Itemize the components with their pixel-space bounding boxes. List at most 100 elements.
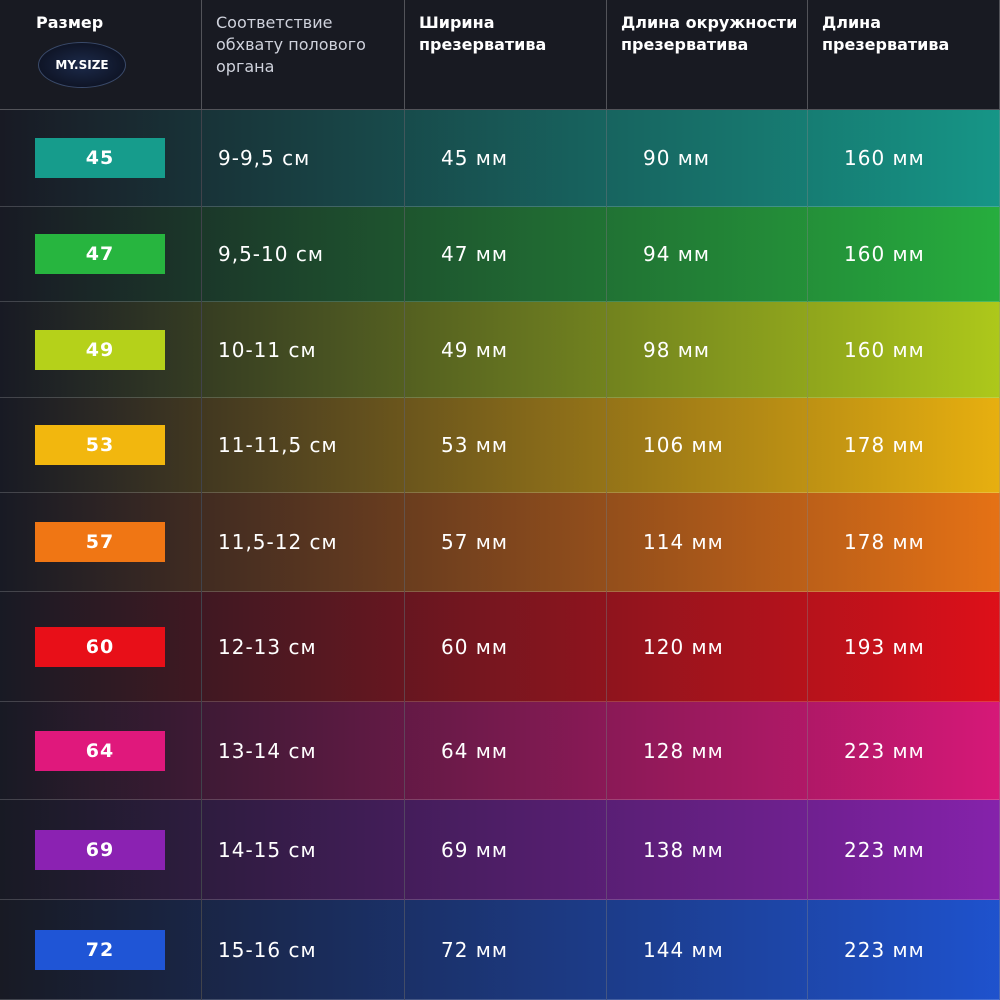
cell-text: 72 мм [441,937,508,962]
table-cell: 69 мм [405,800,607,900]
header-text: Длина презерватива [822,13,950,54]
cell-text: 223 мм [844,937,925,962]
table-cell: 10-11 см [202,302,405,398]
header-text: Длина окружности презерватива [621,13,798,54]
table-cell: 15-16 см [202,900,405,1000]
cell-text: 106 мм [643,433,724,457]
table-cell: 53 мм [405,398,607,493]
table-cell: 94 мм [607,207,808,302]
cell-text: 14-15 см [218,837,317,862]
cell-text: 45 мм [441,146,508,170]
cell-text: 160 мм [844,242,925,266]
table-cell: 11,5-12 см [202,493,405,592]
table-cell: 72 мм [405,900,607,1000]
table-cell: 114 мм [607,493,808,592]
table-cell: 57 мм [405,493,607,592]
table-cell: 9-9,5 см [202,110,405,207]
header-cell: Соответствие обхвату полового органа [202,0,405,110]
table-cell: 64 [0,702,202,800]
table-cell: 178 мм [808,398,1000,493]
cell-text: 193 мм [844,634,925,659]
cell-text: 90 мм [643,146,710,170]
cell-text: 94 мм [643,242,710,266]
table-cell: 9,5-10 см [202,207,405,302]
size-badge: 53 [35,425,165,465]
table-cell: 13-14 см [202,702,405,800]
cell-text: 69 мм [441,837,508,862]
table-cell: 160 мм [808,302,1000,398]
table-cell: 160 мм [808,207,1000,302]
size-badge: 45 [35,138,165,178]
table-cell: 223 мм [808,900,1000,1000]
size-badge: 47 [35,234,165,274]
cell-text: 98 мм [643,337,710,362]
table-cell: 14-15 см [202,800,405,900]
cell-text: 223 мм [844,837,925,862]
cell-text: 49 мм [441,337,508,362]
table-cell: 11-11,5 см [202,398,405,493]
cell-text: 53 мм [441,433,508,457]
size-badge: 72 [35,929,165,970]
header-text: Размер [36,13,104,32]
header-cell: Размер MY.SIZE [0,0,202,110]
table-cell: 53 [0,398,202,493]
header-cell: Ширина презерватива [405,0,607,110]
table-cell: 160 мм [808,110,1000,207]
table-cell: 57 [0,493,202,592]
table-cell: 45 мм [405,110,607,207]
table-cell: 49 [0,302,202,398]
table-cell: 47 мм [405,207,607,302]
size-badge: 57 [35,522,165,562]
table-cell: 60 мм [405,592,607,702]
cell-text: 57 мм [441,530,508,554]
table-cell: 223 мм [808,702,1000,800]
table-cell: 47 [0,207,202,302]
cell-text: 64 мм [441,738,508,763]
cell-text: 120 мм [643,634,724,659]
cell-text: 11-11,5 см [218,433,338,457]
header-cell: Длина окружности презерватива [607,0,808,110]
table-cell: 178 мм [808,493,1000,592]
cell-text: 11,5-12 см [218,530,338,554]
cell-text: 13-14 см [218,738,317,763]
cell-text: 223 мм [844,738,925,763]
table-cell: 90 мм [607,110,808,207]
table-cell: 98 мм [607,302,808,398]
cell-text: 128 мм [643,738,724,763]
table-cell: 106 мм [607,398,808,493]
logo: MY.SIZE [38,42,126,88]
table-cell: 193 мм [808,592,1000,702]
cell-text: 9,5-10 см [218,242,324,266]
header-cell: Длина презерватива [808,0,1000,110]
cell-text: 138 мм [643,837,724,862]
table-cell: 72 [0,900,202,1000]
cell-text: 47 мм [441,242,508,266]
table-cell: 128 мм [607,702,808,800]
cell-text: 160 мм [844,146,925,170]
header-text: Соответствие обхвату полового органа [216,13,366,76]
size-badge: 64 [35,730,165,771]
table-cell: 12-13 см [202,592,405,702]
cell-text: 178 мм [844,530,925,554]
table-cell: 69 [0,800,202,900]
cell-text: 12-13 см [218,634,317,659]
cell-text: 9-9,5 см [218,146,311,170]
table-cell: 49 мм [405,302,607,398]
cell-text: 15-16 см [218,937,317,962]
table-cell: 64 мм [405,702,607,800]
cell-text: 114 мм [643,530,724,554]
table-cell: 144 мм [607,900,808,1000]
table-cell: 45 [0,110,202,207]
cell-text: 144 мм [643,937,724,962]
cell-text: 160 мм [844,337,925,362]
size-badge: 69 [35,829,165,870]
size-badge: 60 [35,626,165,667]
table-cell: 138 мм [607,800,808,900]
header-text: Ширина презерватива [419,13,547,54]
size-badge: 49 [35,329,165,370]
cell-text: 10-11 см [218,337,317,362]
cell-text: 60 мм [441,634,508,659]
table-cell: 223 мм [808,800,1000,900]
